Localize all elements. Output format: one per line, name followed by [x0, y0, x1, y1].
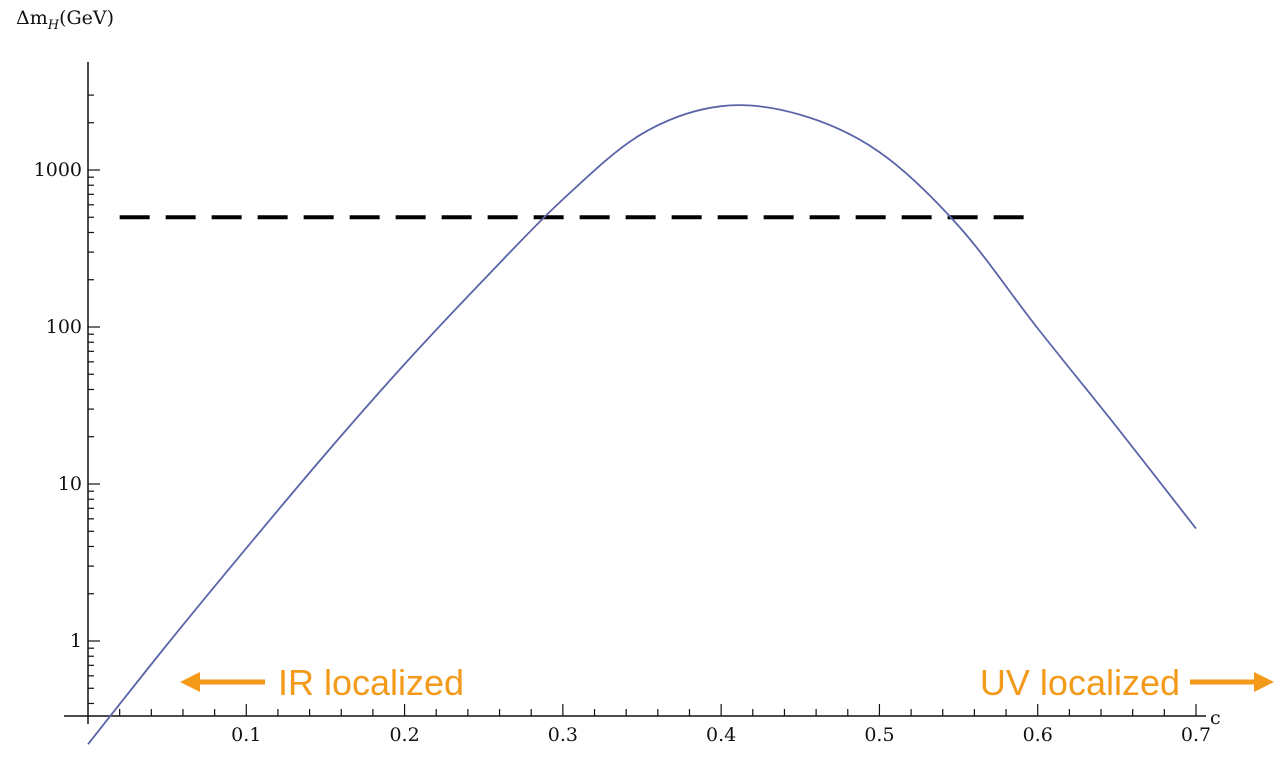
x-axis-title: c	[1210, 707, 1221, 729]
annotation-ir-arrow-head	[180, 672, 200, 692]
x-tick-label: 0.4	[706, 724, 736, 746]
axes	[64, 62, 1206, 724]
x-tick-label: 0.3	[548, 724, 578, 746]
annotation-uv-text: UV localized	[980, 662, 1180, 703]
series-group	[87, 104, 1197, 745]
annotation-uv-arrow-head	[1254, 672, 1274, 692]
x-tick-label: 0.5	[864, 724, 894, 746]
y-axis-unit: (GeV)	[59, 7, 114, 29]
ticks: 0.1 0.2 0.3 0.4 0.5 0.6 0.7 1 10 100 1000	[34, 94, 1211, 746]
series-line-0	[87, 104, 1197, 745]
x-tick-label: 0.1	[231, 724, 261, 746]
y-axis-title: ΔmH(GeV)	[16, 7, 114, 33]
annotation-ir-localized: IR localized	[180, 662, 464, 703]
y-tick-label: 1	[70, 630, 82, 652]
y-axis-subscript: H	[47, 18, 60, 33]
y-tick-label: 100	[46, 316, 82, 338]
annotation-ir-text: IR localized	[278, 662, 464, 703]
x-tick-label: 0.2	[389, 724, 419, 746]
y-tick-label: 1000	[34, 159, 82, 181]
y-tick-label: 10	[58, 473, 82, 495]
x-tick-label: 0.7	[1181, 724, 1211, 746]
y-axis-symbol: Δm	[16, 7, 48, 29]
x-tick-label: 0.6	[1023, 724, 1053, 746]
annotation-uv-localized: UV localized	[980, 662, 1274, 703]
